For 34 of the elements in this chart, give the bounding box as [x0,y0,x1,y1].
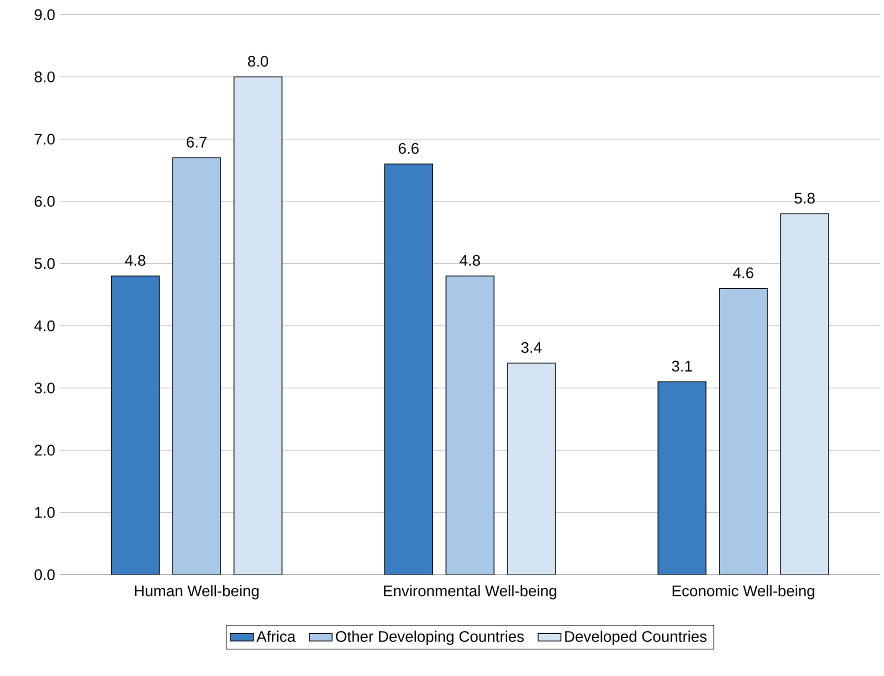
data-label: 3.1 [672,360,692,372]
x-tick-label: Human Well-being [135,585,259,600]
data-label: 4.6 [733,267,754,278]
y-tick-label: 1.0 [35,507,55,518]
y-tick-label: 7.0 [34,134,55,145]
y-tick-label: 5.0 [34,258,55,269]
y-tick-label: 4.0 [34,320,55,332]
y-tick-label: 6.0 [34,196,55,207]
bar [780,213,830,575]
data-label: 4.8 [460,254,480,266]
bar [446,276,494,575]
data-label: 8.0 [248,56,268,67]
x-tick-label: Economic Well-being [672,585,814,600]
data-label: 6.6 [398,142,419,154]
data-label: 6.7 [186,136,207,148]
bar [110,276,160,575]
data-label: 5.8 [794,192,815,204]
bar [234,76,282,575]
y-tick-label: 0.0 [34,569,55,580]
x-tick-label: Environmental Well-being [384,585,556,600]
bar [658,381,706,575]
y-tick-label: 8.0 [34,71,55,82]
legend-label: Africa [256,630,296,642]
data-label: 3.4 [521,342,542,353]
y-tick-label: 2.0 [34,444,55,456]
legend-label: Other Developing Countries [336,630,524,645]
bar [172,157,222,575]
bar [384,164,434,575]
legend-label: Developed Countries [565,630,707,645]
y-tick-label: 9.0 [34,9,55,20]
y-tick-label: 3.0 [34,382,55,394]
bar [506,362,556,575]
bar [718,288,768,575]
data-label: 4.8 [125,254,146,266]
